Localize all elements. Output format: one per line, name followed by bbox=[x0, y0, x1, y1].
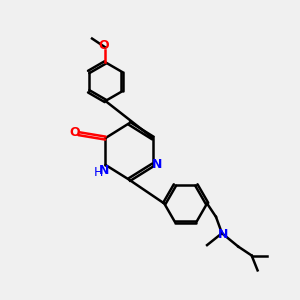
Text: N: N bbox=[152, 158, 163, 171]
Text: O: O bbox=[99, 40, 109, 52]
Text: H: H bbox=[93, 166, 103, 179]
Text: N: N bbox=[218, 228, 229, 241]
Text: O: O bbox=[69, 126, 80, 139]
Text: N: N bbox=[99, 164, 109, 177]
